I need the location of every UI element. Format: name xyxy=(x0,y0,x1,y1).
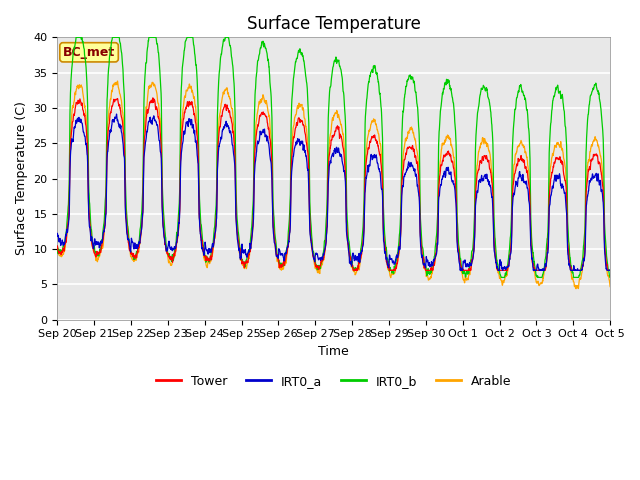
Legend: Tower, IRT0_a, IRT0_b, Arable: Tower, IRT0_a, IRT0_b, Arable xyxy=(151,370,516,393)
Text: BC_met: BC_met xyxy=(63,46,115,59)
Title: Surface Temperature: Surface Temperature xyxy=(247,15,420,33)
Y-axis label: Surface Temperature (C): Surface Temperature (C) xyxy=(15,102,28,255)
X-axis label: Time: Time xyxy=(318,345,349,358)
